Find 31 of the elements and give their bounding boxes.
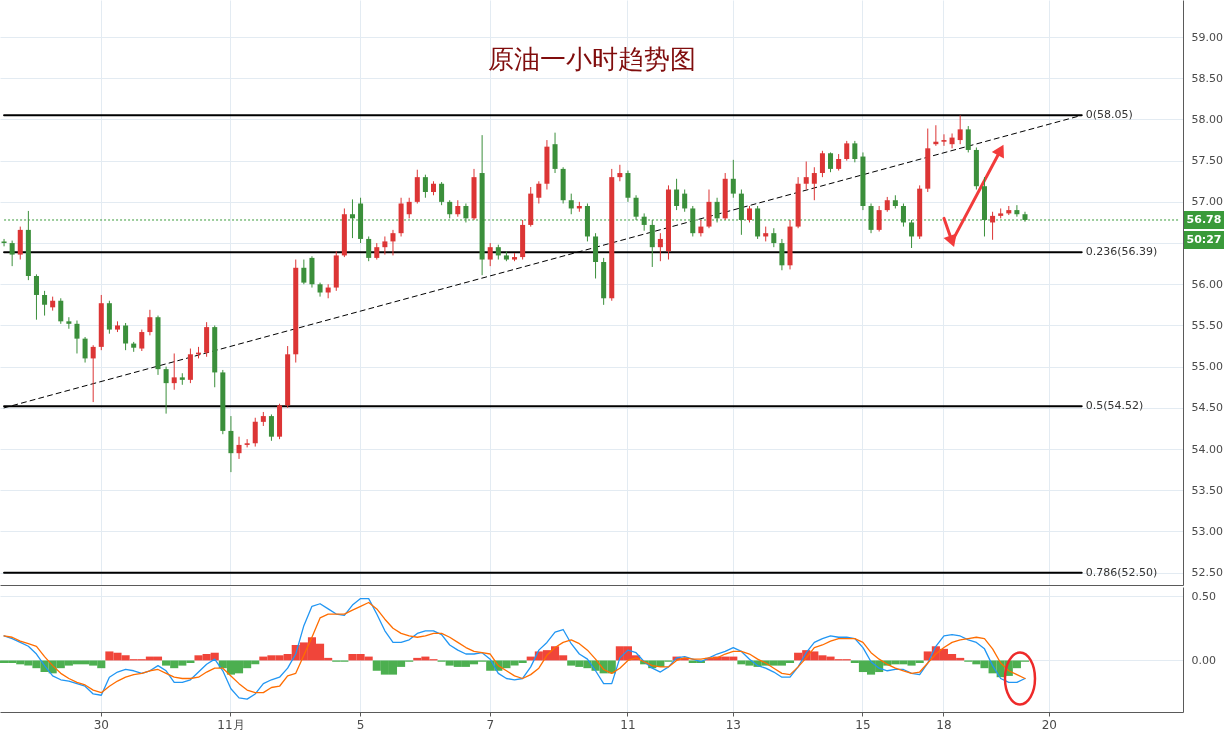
x-tick-label: 18 (936, 717, 952, 732)
series-label: 0.5(54.52) (1085, 399, 1144, 413)
x-tick-label: 7 (486, 717, 495, 732)
y-tick-label: 55.50 (1191, 318, 1223, 332)
y-tick-label: 53.50 (1191, 483, 1223, 497)
y-tick-label: 57.50 (1191, 154, 1223, 168)
x-tick-label: 13 (725, 717, 741, 732)
ref-line-label: 56.78 (1186, 212, 1222, 226)
y-tick-label: 53.00 (1191, 524, 1223, 538)
y-tick-label: 52.50 (1191, 566, 1223, 580)
y-tick-label: 55.00 (1191, 360, 1223, 374)
y-tick-label: 59.00 (1191, 30, 1223, 44)
series-label: 0.786(52.50) (1085, 565, 1158, 579)
x-tick-label: 15 (855, 717, 871, 732)
text: 原油一小时趋势图 (487, 44, 696, 74)
x-tick-label: 30 (93, 717, 109, 732)
y-tick-label: 54.50 (1191, 401, 1223, 415)
x-tick-label: 11 (620, 717, 636, 732)
y-tick-label: 54.00 (1191, 442, 1223, 456)
text: 50:27 (1186, 232, 1222, 246)
y-tick-label: 0.00 (1191, 653, 1216, 667)
series-label: 0(58.05) (1085, 108, 1133, 122)
y-tick-label: 57.00 (1191, 195, 1223, 209)
y-tick-label: 0.50 (1191, 589, 1216, 603)
x-tick-label: 20 (1041, 717, 1057, 732)
y-tick-label: 58.50 (1191, 71, 1223, 85)
y-tick-label: 58.00 (1191, 112, 1223, 126)
x-tick-label: 11月 (217, 717, 245, 732)
x-tick-label: 5 (356, 717, 365, 732)
y-tick-label: 56.00 (1191, 277, 1223, 291)
series-label: 0.236(56.39) (1085, 245, 1158, 259)
